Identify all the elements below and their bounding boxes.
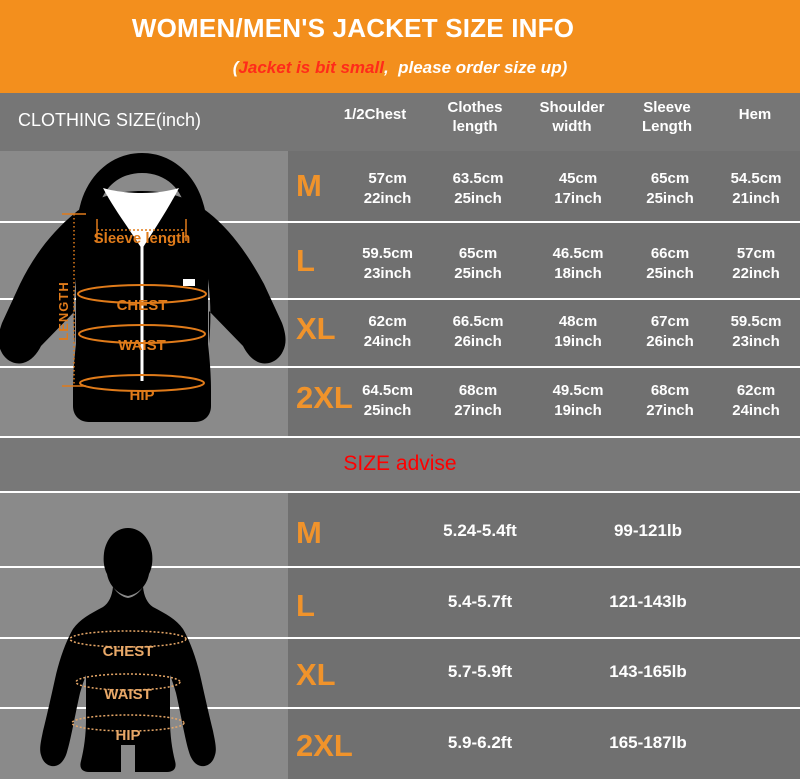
svg-text:CHEST: CHEST	[103, 643, 154, 660]
svg-text:CHEST: CHEST	[117, 297, 168, 314]
svg-text:WAIST: WAIST	[118, 337, 166, 354]
svg-text:HIP: HIP	[129, 387, 154, 404]
svg-text:WAIST: WAIST	[104, 686, 152, 703]
svg-text:Sleeve length: Sleeve length	[94, 230, 191, 247]
svg-text:HIP: HIP	[115, 727, 140, 744]
svg-text:LENGTH: LENGTH	[56, 281, 71, 340]
